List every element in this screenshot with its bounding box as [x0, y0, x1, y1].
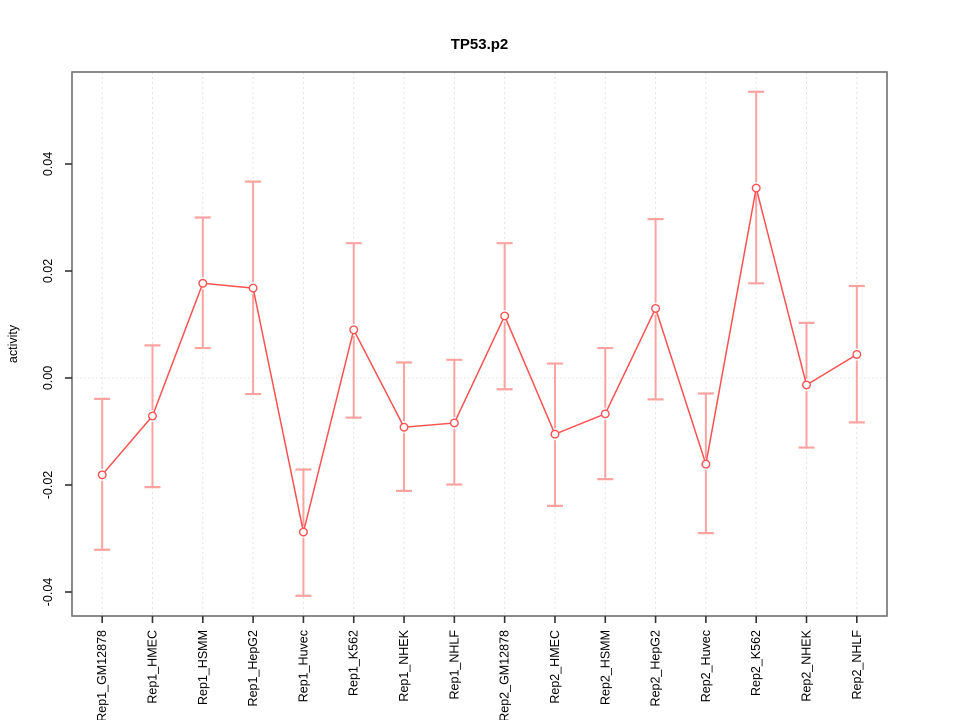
x-tick-label: Rep2_HepG2: [649, 630, 663, 706]
y-axis-title: activity: [6, 324, 20, 364]
x-tick-label: Rep1_K562: [347, 630, 361, 696]
y-tick-label: 0.02: [41, 259, 55, 283]
data-point: [600, 409, 610, 419]
y-tick-label: 0.00: [41, 366, 55, 390]
data-point: [298, 527, 308, 537]
data-point: [147, 411, 157, 421]
x-tick-label: Rep1_Huvec: [296, 630, 310, 702]
x-tick-label: Rep1_HMEC: [145, 630, 159, 704]
x-tick-label: Rep2_GM12878: [498, 630, 512, 720]
x-tick-label: Rep1_NHLF: [447, 630, 461, 700]
chart-title: TP53.p2: [450, 36, 509, 53]
plot-box: [71, 71, 888, 617]
data-point: [449, 418, 459, 428]
data-point: [248, 283, 258, 293]
y-tick-label: 0.04: [41, 152, 55, 176]
data-point: [97, 470, 107, 480]
x-tick-label: Rep2_HSMM: [598, 630, 612, 705]
data-point: [852, 349, 862, 359]
data-point: [701, 459, 711, 469]
y-tick-label: -0.02: [41, 471, 55, 500]
activity-line: [101, 187, 858, 533]
x-tick-label: Rep2_NHEK: [800, 629, 814, 701]
data-point: [802, 380, 812, 390]
x-tick-label: Rep1_HSMM: [196, 630, 210, 705]
data-point: [550, 429, 560, 439]
x-tick-label: Rep1_GM12878: [95, 630, 109, 720]
data-point: [349, 325, 359, 335]
data-point: [751, 183, 761, 193]
data-point: [500, 311, 510, 321]
y-tick-label: -0.04: [41, 578, 55, 607]
x-tick-label: Rep2_Huvec: [699, 630, 713, 702]
data-point: [651, 303, 661, 313]
x-tick-label: Rep2_NHLF: [850, 630, 864, 700]
data-point: [399, 422, 409, 432]
x-tick-label: Rep2_HMEC: [548, 630, 562, 704]
x-tick-label: Rep1_NHEK: [397, 629, 411, 701]
x-tick-label: Rep2_K562: [749, 630, 763, 696]
x-tick-label: Rep1_HepG2: [246, 630, 260, 706]
data-point: [198, 278, 208, 288]
